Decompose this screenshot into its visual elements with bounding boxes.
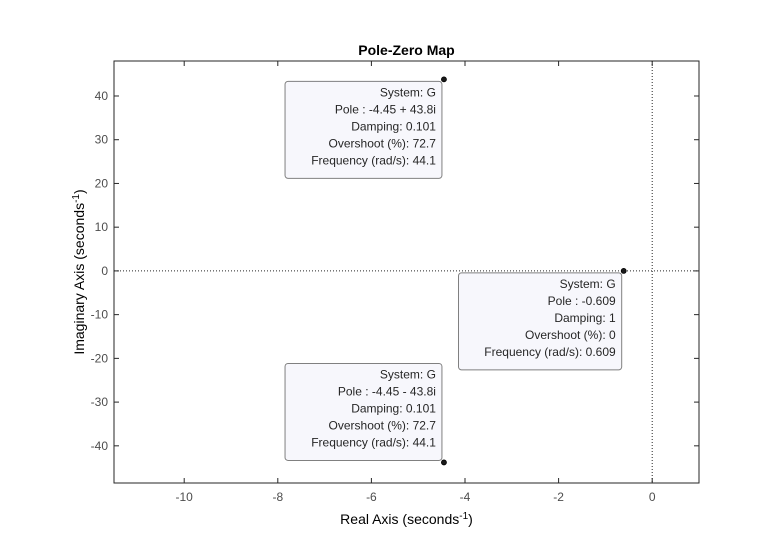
x-axis-ticks: -10 -8 -6 -4 -2 0 [176,61,656,504]
datatip-line: Pole : -4.45 + 43.8i [335,102,436,116]
x-tick-label: -4 [460,490,471,504]
x-tick-label: -8 [272,490,283,504]
y-tick-label: -40 [91,439,109,453]
y-tick-label: 20 [95,176,109,190]
datatip-box [284,80,443,179]
x-tick-label: -10 [176,490,194,504]
y-tick-label: 40 [95,89,109,103]
pole-datatip: System: G Pole : -4.45 - 43.8i Damping: 0.… [284,362,443,461]
datatip-line: Overshoot (%): 72.7 [329,136,437,150]
y-tick-label: -30 [91,395,109,409]
x-tick-label: -6 [366,490,377,504]
y-axis-label: Imaginary Axis (seconds-1) [71,189,88,354]
y-tick-label: 10 [95,220,109,234]
y-tick-label: 0 [101,264,108,278]
datatip-line: System: G [380,367,436,381]
datatip-line: Frequency (rad/s): 44.1 [311,153,436,167]
datatip-line: Damping: 0.101 [351,401,436,415]
pole-marker[interactable] [620,268,627,274]
datatip-line: Damping: 1 [554,311,616,325]
datatip-line: Overshoot (%): 0 [525,328,616,342]
datatip-line: Frequency (rad/s): 44.1 [311,435,436,449]
x-axis-label: Real Axis (seconds-1) [340,511,473,528]
datatip-line: Pole : -4.45 - 43.8i [338,384,436,398]
datatip-line: System: G [380,85,436,99]
pole-datatip: System: G Pole : -4.45 + 43.8i Damping: 0.… [284,80,443,179]
y-tick-label: -10 [91,308,109,322]
x-tick-label: 0 [649,490,656,504]
pole-datatip: System: G Pole : -0.609 Damping: 1 Overshoo… [457,272,623,371]
datatips: System: G Pole : -4.45 + 43.8i Damping: 0.… [284,80,623,461]
y-tick-label: -20 [91,351,109,365]
datatip-line: Overshoot (%): 72.7 [329,418,437,432]
datatip-line: Pole : -0.609 [548,294,616,308]
pole-marker[interactable] [441,459,447,466]
y-tick-label: 30 [95,133,109,147]
datatip-line: System: G [560,277,616,291]
datatip-box [284,362,443,461]
y-axis-ticks: -40 -30 -20 -10 0 10 20 30 40 [91,89,699,453]
chart-title: Pole-Zero Map [358,42,454,58]
datatip-box [457,272,623,371]
pole-marker[interactable] [441,76,447,83]
datatip-line: Frequency (rad/s): 0.609 [484,345,616,359]
x-tick-label: -2 [553,490,564,504]
datatip-line: Damping: 0.101 [351,119,436,133]
pole-markers [441,76,627,466]
